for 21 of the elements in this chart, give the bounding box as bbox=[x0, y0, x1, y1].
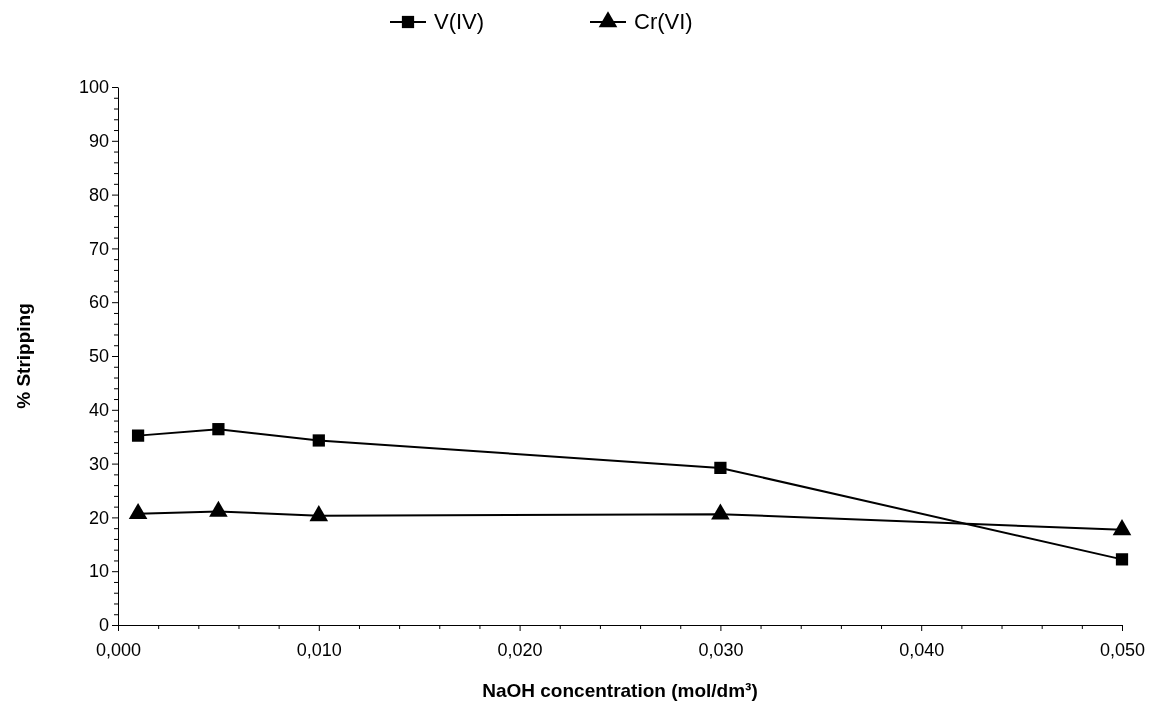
y-tick-label: 10 bbox=[88, 561, 109, 582]
y-tick-label: 70 bbox=[88, 238, 109, 259]
legend-label: Cr(VI) bbox=[634, 9, 693, 34]
x-tick-label: 0,010 bbox=[296, 639, 342, 660]
y-tick-label: 90 bbox=[88, 131, 109, 152]
y-tick-label: 60 bbox=[88, 292, 109, 313]
x-tick-label: 0,030 bbox=[698, 639, 744, 660]
y-tick-label: 100 bbox=[78, 77, 109, 98]
y-tick-label: 80 bbox=[88, 184, 109, 205]
y-tick-label: 30 bbox=[88, 453, 109, 474]
x-tick-label: 0,000 bbox=[95, 639, 142, 660]
y-tick-label: 0 bbox=[98, 615, 109, 636]
legend-label: V(IV) bbox=[434, 9, 485, 34]
y-axis-title: % Stripping bbox=[13, 303, 34, 409]
x-axis-title: NaOH concentration (mol/dm³) bbox=[482, 680, 758, 701]
x-tick-label: 0,040 bbox=[899, 639, 945, 660]
x-tick-label: 0,020 bbox=[497, 639, 543, 660]
x-tick-label: 0,050 bbox=[1099, 639, 1146, 660]
y-tick-label: 50 bbox=[88, 346, 109, 367]
y-tick-label: 20 bbox=[88, 507, 109, 528]
y-tick-label: 40 bbox=[88, 400, 109, 421]
